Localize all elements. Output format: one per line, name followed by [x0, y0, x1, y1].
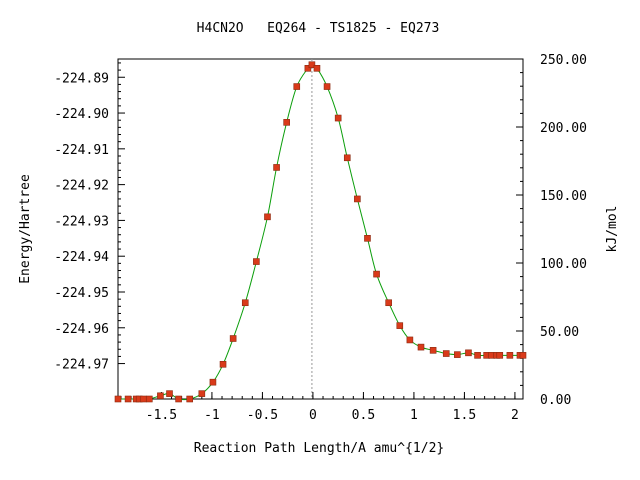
data-point — [198, 390, 206, 397]
energy-curve — [117, 64, 523, 401]
data-point — [343, 154, 351, 162]
data-point — [519, 352, 527, 359]
data-point — [264, 213, 271, 221]
plot-border — [117, 58, 524, 400]
y2-tick-label: 100.00 — [540, 257, 587, 272]
data-point — [157, 392, 164, 400]
y-tick-label: -224.92 — [54, 179, 109, 194]
data-point — [219, 360, 227, 368]
x-tick-label: 0.5 — [352, 408, 375, 423]
y-tick-label: -224.94 — [54, 250, 109, 265]
data-point — [139, 395, 147, 403]
chart-title: H4CN2O EQ264 - TS1825 - EQ273 — [197, 21, 440, 36]
data-point — [124, 395, 132, 403]
data-point — [442, 350, 450, 357]
x-tick-label: 0 — [309, 408, 317, 423]
y-tick-label: -224.93 — [54, 214, 109, 229]
data-point — [241, 299, 249, 307]
data-point — [166, 390, 173, 397]
data-point — [417, 343, 425, 351]
data-point — [323, 83, 331, 90]
data-point — [506, 352, 514, 359]
data-point — [273, 164, 280, 171]
data-point — [313, 65, 321, 72]
y-tick-label: -224.90 — [54, 107, 109, 122]
y2-tick-label: 0.00 — [540, 393, 571, 408]
y2-axis-label: kJ/mol — [605, 206, 620, 253]
data-point — [385, 299, 392, 307]
x-axis: -1.5 -1 -0.5 0 0.5 1 1.5 2 — [120, 392, 519, 423]
series-layer — [114, 61, 527, 403]
data-point — [283, 119, 290, 126]
y2-tick-label: 250.00 — [540, 53, 587, 68]
y-tick-label: -224.89 — [54, 71, 109, 86]
data-point — [465, 349, 472, 357]
data-point — [308, 61, 316, 69]
y2-tick-label: 50.00 — [540, 325, 579, 340]
y2-tick-label: 200.00 — [540, 121, 587, 136]
y-tick-label: -224.97 — [54, 358, 109, 373]
plot-area — [117, 58, 524, 400]
y-axis-left: -224.89 -224.90 -224.91 -224.92 -224.93 -224.… — [54, 62, 125, 373]
data-point — [396, 322, 404, 329]
data-point — [114, 395, 122, 403]
x-tick-label: 1.5 — [453, 408, 476, 423]
data-point — [146, 395, 153, 403]
y-tick-label: -224.96 — [54, 322, 109, 337]
x-tick-label: 1 — [410, 408, 418, 423]
data-point — [253, 258, 260, 265]
data-point — [364, 235, 371, 242]
data-point — [334, 114, 342, 122]
x-tick-label: -0.5 — [247, 408, 278, 423]
data-point — [496, 352, 504, 359]
x-axis-label: Reaction Path Length/A amu^{1/2} — [194, 441, 444, 456]
data-point — [209, 378, 217, 386]
data-point — [429, 347, 437, 354]
y-tick-label: -224.95 — [54, 286, 109, 301]
data-point — [229, 335, 237, 342]
x-tick-label: -1 — [204, 408, 220, 423]
x-tick-label: 2 — [511, 408, 519, 423]
data-point — [304, 65, 312, 72]
y2-tick-label: 150.00 — [540, 189, 587, 204]
data-point — [175, 395, 182, 403]
data-point — [354, 195, 361, 203]
y-axis-right: 0.00 50.00 100.00 150.00 200.00 250.00 — [516, 53, 587, 408]
data-point — [474, 352, 481, 359]
data-point — [406, 336, 414, 344]
y-axis-label: Energy/Hartree — [18, 174, 33, 284]
y-tick-label: -224.91 — [54, 143, 109, 158]
x-tick-label: -1.5 — [146, 408, 177, 423]
data-point — [373, 270, 380, 278]
data-point — [186, 395, 194, 403]
data-point — [454, 351, 461, 358]
data-point — [293, 83, 301, 90]
